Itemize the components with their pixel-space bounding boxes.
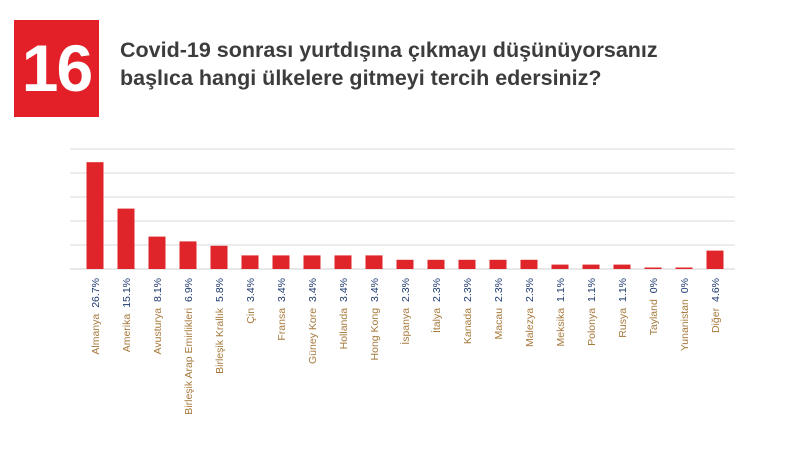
bar-label-4: Birleşik Krallık 5.8% — [214, 278, 226, 374]
value-label: 3.4% — [276, 278, 288, 302]
category-label: Avusturya — [152, 308, 164, 355]
bar-7 — [303, 255, 321, 269]
category-label: İtalya — [430, 308, 443, 333]
bar-16 — [582, 264, 600, 269]
category-label: Kanada — [462, 308, 474, 344]
bar-12 — [458, 259, 476, 269]
value-label: 5.8% — [214, 278, 226, 302]
bar-2 — [148, 236, 166, 269]
bar-8 — [334, 255, 352, 269]
bar-14 — [520, 259, 538, 269]
bar-label-12: Kanada 2.3% — [462, 278, 474, 344]
value-label: 6.9% — [183, 278, 195, 302]
value-label: 0% — [648, 278, 660, 293]
value-label: 2.3% — [462, 278, 474, 302]
bars — [86, 162, 724, 269]
value-label: 26.7% — [90, 278, 102, 308]
bar-label-19: Yunanistan 0% — [679, 278, 691, 351]
category-label: Çin — [245, 308, 257, 324]
category-label: Birleşik Krallık — [214, 307, 226, 374]
value-label: 3.4% — [245, 278, 257, 302]
value-label: 0% — [679, 278, 691, 293]
bar-18 — [644, 267, 662, 269]
question-number-badge: 16 — [14, 20, 99, 117]
bar-label-9: Hong Kong 3.4% — [369, 278, 381, 360]
category-label: Hong Kong — [369, 308, 381, 361]
category-label: Polonya — [586, 308, 598, 346]
category-label: Amerika — [121, 314, 133, 353]
category-label: Almanya — [90, 314, 102, 355]
bar-1 — [117, 208, 135, 269]
value-label: 1.1% — [586, 278, 598, 302]
category-label: Macau — [493, 308, 505, 340]
chart-title-line-2: başlıca hangi ülkelere gitmeyi tercih ed… — [120, 66, 602, 90]
bar-20 — [706, 250, 724, 269]
bar-label-15: Meksika 1.1% — [555, 278, 567, 346]
bar-label-3: Birleşik Arap Emirlikleri 6.9% — [183, 278, 195, 415]
category-label: Hollanda — [338, 308, 350, 350]
bar-label-13: Macau 2.3% — [493, 278, 505, 339]
bar-label-18: Tayland 0% — [648, 278, 660, 335]
bar-label-17: Rusya 1.1% — [617, 278, 629, 338]
category-label: Birleşik Arap Emirlikleri — [183, 308, 195, 415]
bar-label-10: İspanya 2.3% — [399, 278, 412, 345]
bar-4 — [210, 245, 228, 269]
bar-13 — [489, 259, 507, 269]
category-label: Rusya — [617, 308, 629, 338]
bar-label-11: İtalya 2.3% — [430, 278, 443, 333]
chart-title-line-1: Covid-19 sonrası yurtdışına çıkmayı düşü… — [120, 38, 658, 62]
gridlines — [70, 148, 735, 270]
category-label: Yunanistan — [679, 299, 691, 351]
bar-5 — [241, 255, 259, 269]
value-label: 1.1% — [617, 278, 629, 302]
bar-9 — [365, 255, 383, 269]
bar-17 — [613, 264, 631, 269]
value-label: 1.1% — [555, 278, 567, 302]
chart-title: Covid-19 sonrası yurtdışına çıkmayı düşü… — [120, 36, 780, 92]
value-label: 4.6% — [710, 278, 722, 302]
bar-15 — [551, 264, 569, 269]
bar-label-8: Hollanda 3.4% — [338, 278, 350, 349]
bar-11 — [427, 259, 445, 269]
value-label: 3.4% — [369, 278, 381, 302]
category-label: Malezya — [524, 308, 536, 347]
bar-label-16: Polonya 1.1% — [586, 278, 598, 346]
labels: Almanya 26.7% Amerika 15.1% Avusturya 8.1% Bir… — [90, 278, 722, 415]
category-label: Diğer — [710, 307, 722, 333]
bar-label-5: Çin 3.4% — [245, 278, 257, 324]
bar-label-2: Avusturya 8.1% — [152, 278, 164, 354]
bar-label-6: Fransa 3.4% — [276, 278, 288, 341]
category-label: İspanya — [399, 308, 412, 345]
bar-10 — [396, 259, 414, 269]
bar-3 — [179, 241, 197, 269]
category-label: Fransa — [276, 308, 288, 341]
bar-label-20: Diğer 4.6% — [710, 278, 722, 333]
category-label: Güney Kore — [307, 308, 319, 364]
category-label: Tayland — [648, 299, 660, 335]
bar-0 — [86, 162, 104, 269]
value-label: 2.3% — [431, 278, 443, 302]
value-label: 8.1% — [152, 278, 164, 302]
value-label: 3.4% — [307, 278, 319, 302]
value-label: 2.3% — [493, 278, 505, 302]
bar-19 — [675, 267, 693, 269]
bar-label-0: Almanya 26.7% — [90, 278, 102, 355]
bar-label-7: Güney Kore 3.4% — [307, 278, 319, 364]
value-label: 2.3% — [524, 278, 536, 302]
category-label: Meksika — [555, 308, 567, 347]
bar-6 — [272, 255, 290, 269]
bar-label-1: Amerika 15.1% — [121, 278, 133, 352]
bar-label-14: Malezya 2.3% — [524, 278, 536, 347]
value-label: 2.3% — [400, 278, 412, 302]
value-label: 3.4% — [338, 278, 350, 302]
value-label: 15.1% — [121, 278, 133, 308]
